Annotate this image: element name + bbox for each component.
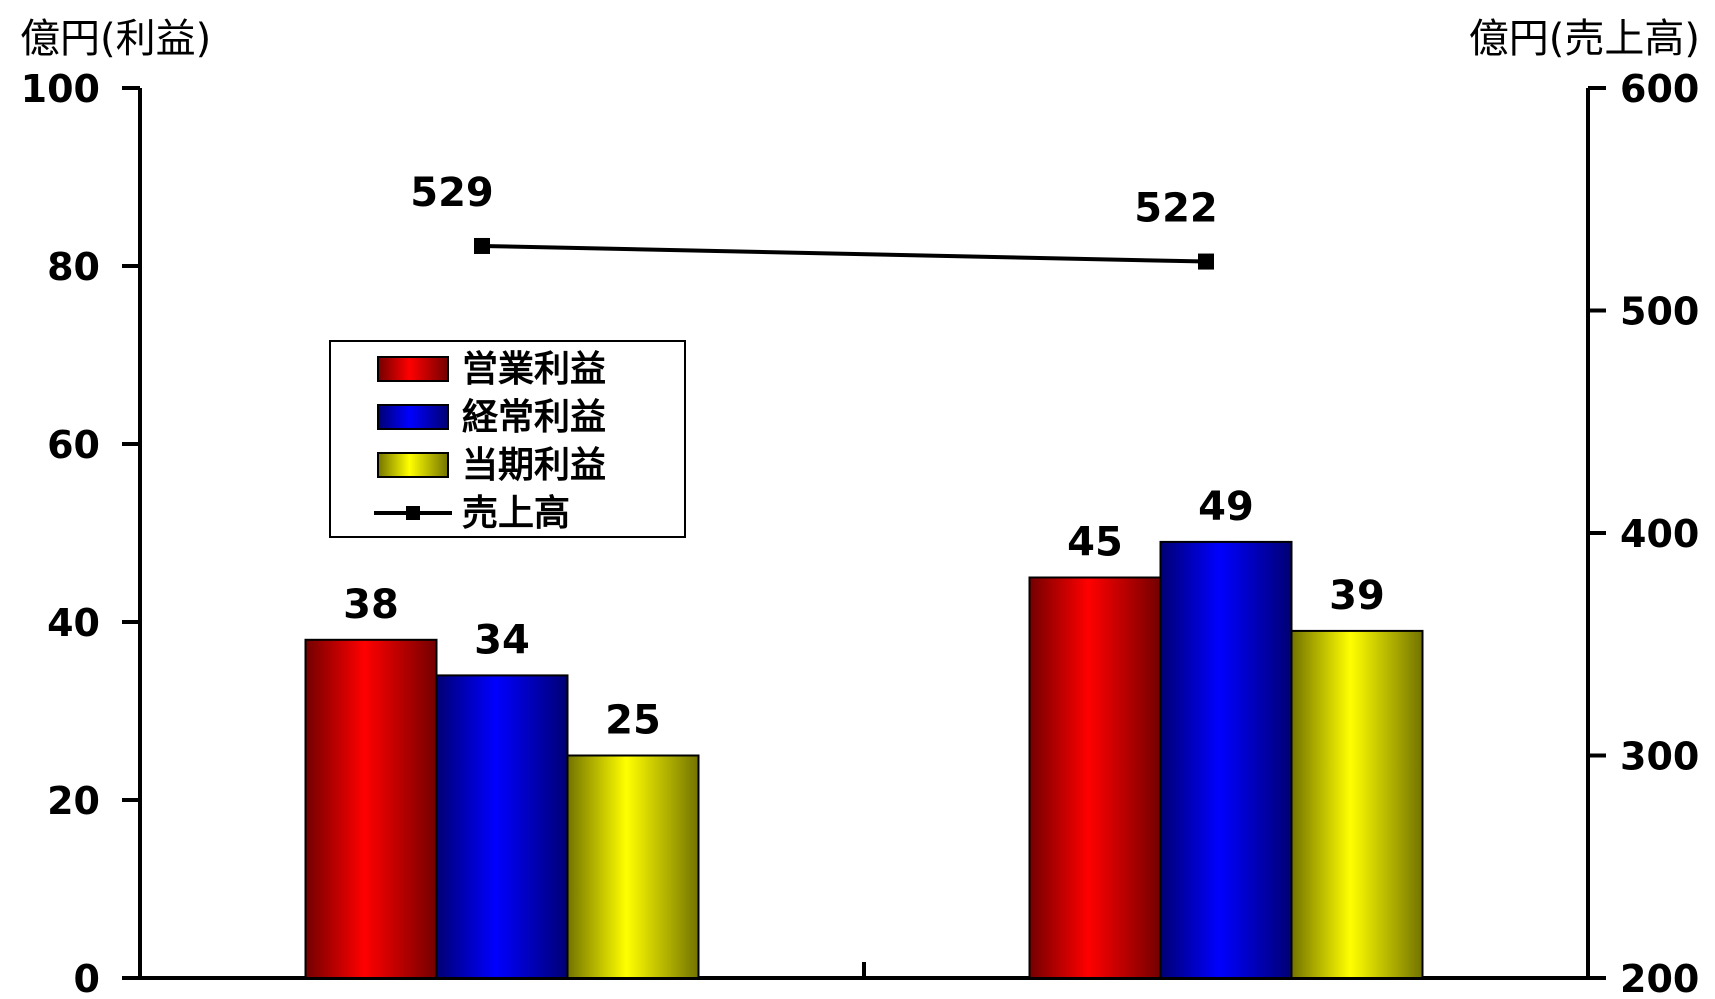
revenue-line-path — [481, 243, 1207, 264]
axes: 0 20 40 60 80 100 200 300 400 500 600 — [21, 67, 1700, 999]
left-tick-label: 100 — [21, 67, 100, 111]
revenue-marker — [474, 237, 490, 254]
bar-value-label: 49 — [1198, 484, 1254, 530]
legend-label: 経常利益 — [462, 397, 606, 438]
right-tick-label: 600 — [1620, 67, 1699, 111]
bar-value-label: 45 — [1067, 520, 1123, 566]
bar — [1290, 629, 1424, 980]
right-tick-label: 500 — [1620, 290, 1699, 334]
right-tick-label: 400 — [1620, 512, 1699, 556]
legend-marker — [406, 506, 420, 520]
left-tick-label: 60 — [47, 423, 100, 467]
bar — [304, 638, 438, 979]
left-tick-label: 80 — [47, 245, 100, 289]
bar — [1028, 576, 1162, 979]
revenue-value-label: 522 — [1134, 186, 1218, 232]
bars: 38 45 34 49 25 39 — [304, 484, 1424, 980]
left-tick-label: 40 — [47, 601, 100, 645]
bar-value-label: 25 — [605, 698, 661, 744]
bar-value-label: 38 — [343, 582, 399, 628]
right-axis-title: 億円(売上高) — [1469, 16, 1700, 62]
legend-swatch — [377, 404, 449, 430]
revenue-value-label: 529 — [410, 170, 494, 216]
legend-label: 営業利益 — [462, 349, 606, 390]
right-tick-label: 300 — [1620, 735, 1699, 779]
bar — [566, 754, 700, 979]
legend-swatch — [377, 452, 449, 478]
bar — [1159, 540, 1293, 980]
left-axis-title: 億円(利益) — [20, 16, 211, 62]
right-tick-label: 200 — [1620, 957, 1699, 999]
legend-label: 当期利益 — [462, 445, 606, 486]
bar-value-label: 34 — [474, 617, 530, 663]
revenue-line: 529 522 — [410, 170, 1218, 270]
left-tick-label: 0 — [74, 957, 100, 999]
legend-label: 売上高 — [462, 493, 570, 534]
revenue-marker — [1198, 253, 1214, 270]
bar-value-label: 39 — [1329, 573, 1385, 619]
left-tick-label: 20 — [47, 779, 100, 823]
bar — [435, 674, 569, 980]
legend-swatch — [377, 356, 449, 382]
